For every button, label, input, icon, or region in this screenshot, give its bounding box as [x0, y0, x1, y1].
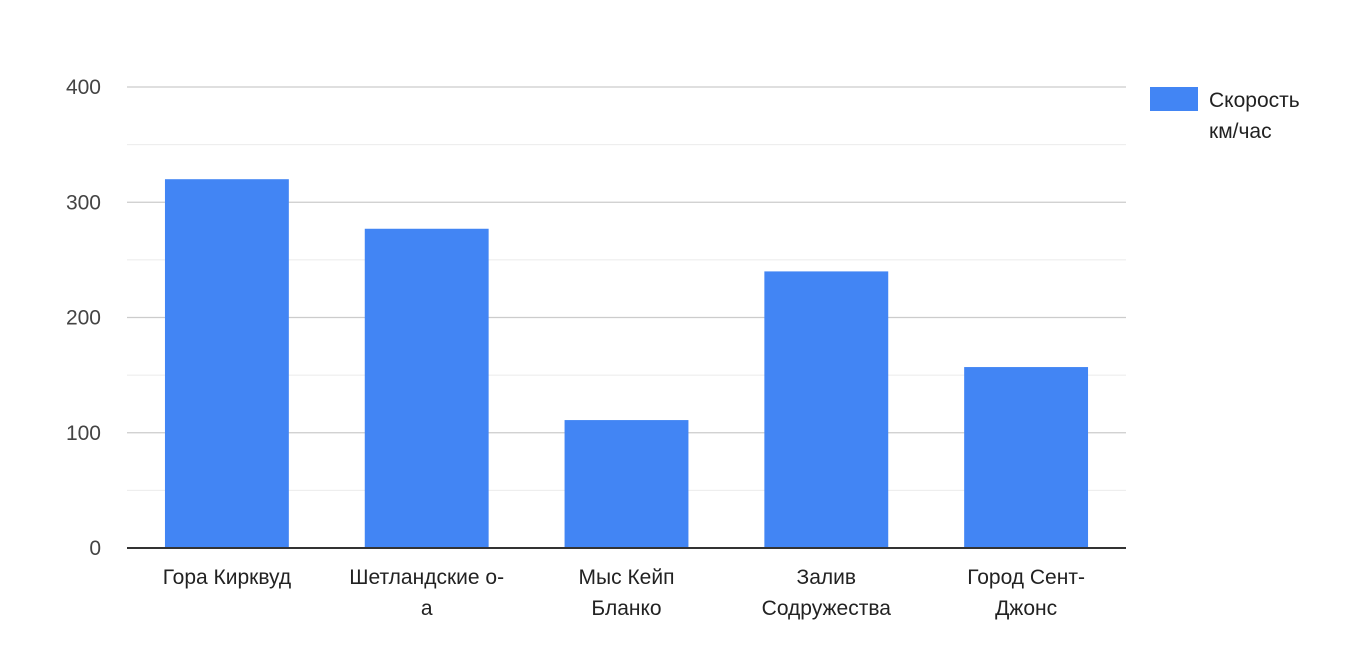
- y-tick-label: 300: [66, 191, 101, 214]
- legend-swatch: [1150, 87, 1198, 111]
- x-axis-labels: Гора Кирквуд Шетландские о-а Мыс Кейп Бланк…: [163, 566, 1085, 620]
- x-tick-label: Город Сент- Джонс: [967, 566, 1085, 620]
- bar: [364, 228, 489, 548]
- x-tick-label: Гора Кирквуд: [163, 566, 291, 589]
- x-tick-label-line: Гора Кирквуд: [163, 566, 291, 589]
- y-tick-label: 400: [66, 76, 101, 99]
- bar: [964, 367, 1089, 548]
- y-axis-ticks: 0 100 200 300 400: [66, 76, 101, 560]
- x-tick-label: Мыс Кейп Бланко: [579, 566, 675, 620]
- x-tick-label: Залив Содружества: [762, 566, 892, 620]
- x-tick-label-line: Содружества: [762, 597, 892, 620]
- y-tick-label: 100: [66, 422, 101, 445]
- x-tick-label-line: Джонс: [995, 597, 1057, 620]
- bars: [164, 179, 1089, 548]
- x-tick-label-line: Мыс Кейп: [579, 566, 675, 589]
- x-tick-label-line: Залив: [797, 566, 857, 589]
- legend: Скорость км/час: [1150, 87, 1306, 143]
- bar: [164, 179, 289, 548]
- x-tick-label-line: Шетландские о-: [349, 566, 504, 589]
- bar: [764, 271, 889, 548]
- legend-label: Скорость км/час: [1209, 89, 1306, 143]
- x-tick-label-line: Город Сент-: [967, 566, 1085, 589]
- y-tick-label: 0: [89, 537, 101, 560]
- x-tick-label: Шетландские о-а: [349, 566, 504, 620]
- x-tick-label-line: Бланко: [591, 597, 661, 620]
- x-tick-label-line: а: [421, 597, 433, 620]
- legend-label-line-2: км/час: [1209, 120, 1272, 143]
- legend-label-line-1: Скорость: [1209, 89, 1300, 112]
- y-tick-label: 200: [66, 307, 101, 330]
- bar: [564, 420, 689, 548]
